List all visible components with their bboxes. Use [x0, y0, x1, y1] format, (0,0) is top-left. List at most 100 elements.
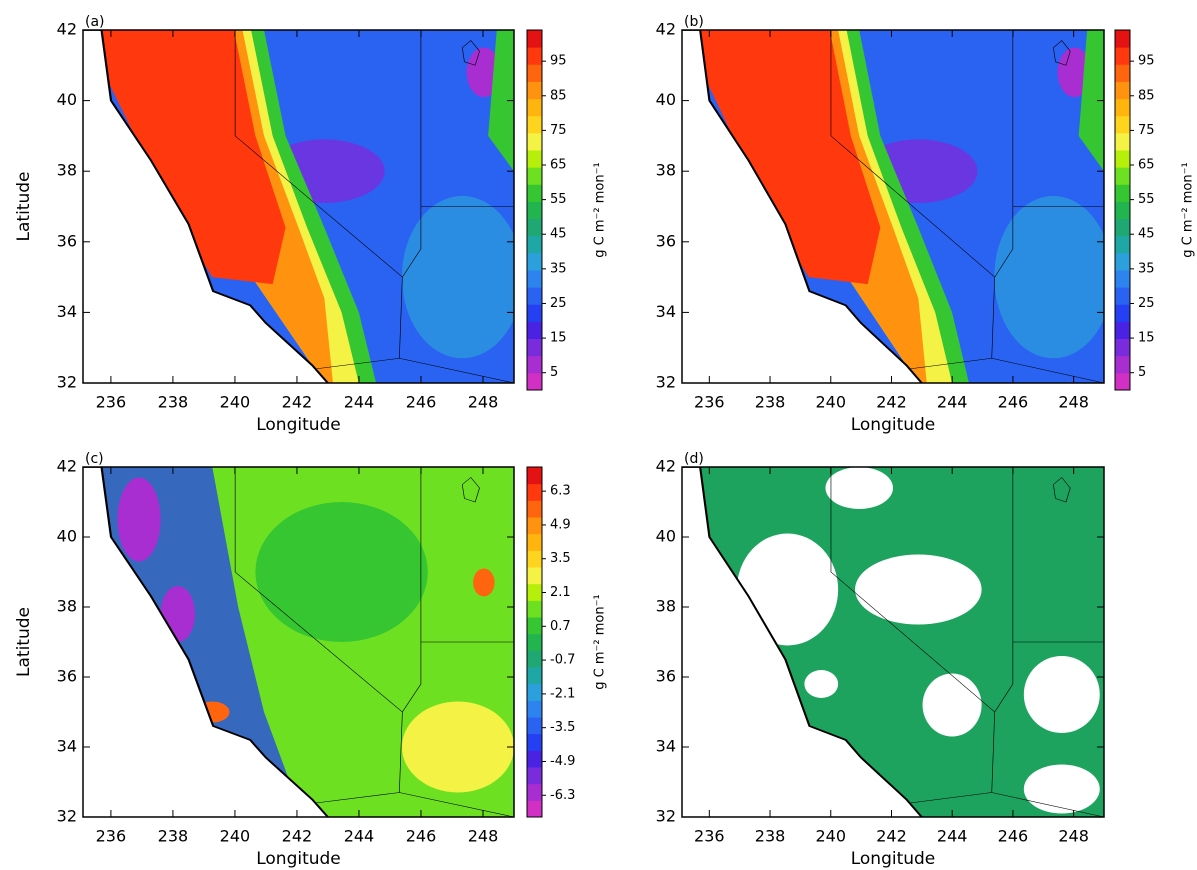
colorbar-band — [527, 150, 542, 168]
colorbar-band — [527, 98, 542, 117]
x-tick-label: 246 — [406, 827, 437, 846]
colorbar-tick-label: 15 — [1138, 331, 1155, 346]
colorbar-band — [1115, 201, 1130, 220]
y-tick-label: 32 — [656, 807, 676, 826]
x-axis-label: Longitude — [256, 415, 341, 435]
colorbar-band — [527, 355, 542, 374]
colorbar-tick-label: -2.1 — [550, 686, 575, 701]
y-tick-label: 34 — [656, 302, 676, 321]
colorbar-tick-label: 15 — [550, 331, 567, 346]
colorbar-band — [1115, 218, 1130, 237]
colorbar-band — [527, 683, 542, 701]
colorbar-title: g C m⁻² mon⁻¹ — [593, 594, 608, 689]
colorbar-band — [1115, 132, 1130, 151]
colorbar-tick-label: 0.7 — [550, 619, 571, 634]
x-tick-label: 240 — [220, 393, 251, 412]
colorbar-tick-label: 3.5 — [550, 551, 571, 566]
x-tick-label: 236 — [694, 393, 725, 412]
colorbar-band — [527, 750, 542, 768]
colorbar-band — [527, 550, 542, 568]
plot-frame — [82, 29, 515, 384]
x-tick-label: 248 — [1058, 827, 1089, 846]
x-tick-label: 240 — [815, 393, 846, 412]
colorbar-title: g C m⁻² mon⁻¹ — [593, 162, 608, 257]
colorbar-band — [527, 270, 542, 288]
y-tick-label: 34 — [656, 737, 676, 756]
x-tick-label: 242 — [282, 827, 313, 846]
y-tick-label: 42 — [656, 457, 676, 476]
colorbar-band — [1115, 30, 1130, 48]
colorbar-tick-label: 85 — [1138, 88, 1155, 103]
colorbar-band — [527, 650, 542, 668]
x-tick-label: 246 — [998, 827, 1029, 846]
x-tick-label: 244 — [344, 827, 375, 846]
x-tick-label: 242 — [876, 827, 907, 846]
colorbar-tick-label: 4.9 — [550, 517, 571, 532]
x-tick-label: 240 — [220, 827, 251, 846]
colorbar-tick-label: 55 — [1138, 192, 1155, 207]
y-tick-label: 36 — [656, 667, 676, 686]
colorbar-band — [527, 321, 542, 340]
colorbar-band — [527, 700, 542, 718]
colorbar-tick-label: 55 — [550, 192, 567, 207]
x-tick-label: 244 — [344, 393, 375, 412]
colorbar-tick-label: 85 — [550, 88, 567, 103]
colorbar-band — [1115, 321, 1130, 340]
colorbar-tick-label: 5 — [1138, 365, 1146, 380]
y-axis-label: Latitude — [14, 607, 34, 677]
colorbar-band — [527, 115, 542, 134]
colorbar-band — [527, 500, 542, 518]
x-tick-label: 248 — [468, 827, 499, 846]
x-tick-label: 236 — [96, 827, 127, 846]
y-tick-label: 40 — [57, 527, 77, 546]
colorbar-tick-label: 75 — [550, 123, 567, 138]
colorbar-band — [527, 132, 542, 151]
colorbar-band — [1115, 184, 1130, 202]
x-tick-label: 246 — [998, 393, 1029, 412]
colorbar-tick-label: -0.7 — [550, 653, 575, 668]
colorbar-tick-label: 2.1 — [550, 585, 571, 600]
colorbar-tick-label: 45 — [1138, 227, 1155, 242]
y-tick-label: 32 — [656, 373, 676, 392]
colorbar-band — [527, 717, 542, 735]
colorbar-tick-label: 6.3 — [550, 484, 571, 499]
x-tick-label: 248 — [1058, 393, 1089, 412]
colorbar-band — [527, 483, 542, 501]
y-tick-label: 42 — [656, 20, 676, 39]
x-tick-label: 244 — [937, 393, 968, 412]
y-tick-label: 38 — [57, 597, 77, 616]
colorbar-band — [1115, 115, 1130, 134]
colorbar-band — [527, 767, 542, 785]
y-tick-label: 40 — [656, 90, 676, 109]
x-tick-label: 242 — [876, 393, 907, 412]
colorbar-tick-label: 25 — [550, 296, 567, 311]
colorbar-band — [527, 633, 542, 651]
y-tick-label: 32 — [57, 373, 77, 392]
panel-label: (a) — [85, 14, 105, 30]
colorbar-band — [527, 600, 542, 618]
colorbar-band — [1115, 64, 1130, 82]
colorbar-tick-label: 35 — [1138, 261, 1155, 276]
y-tick-label: 38 — [656, 597, 676, 616]
x-tick-label: 242 — [282, 393, 313, 412]
colorbar-band — [527, 533, 542, 551]
colorbar-band — [527, 167, 542, 185]
colorbar-band — [527, 304, 542, 322]
x-tick-label: 236 — [96, 393, 127, 412]
colorbar-tick-label: -6.3 — [550, 788, 575, 803]
colorbar-frame — [526, 29, 543, 391]
colorbar-tick-label: 75 — [1138, 123, 1155, 138]
colorbar-frame — [1114, 29, 1131, 391]
colorbar-tick-label: 65 — [1138, 158, 1155, 173]
colorbar-band — [1115, 98, 1130, 117]
x-axis-label: Longitude — [256, 849, 341, 869]
colorbar-band — [1115, 372, 1130, 391]
colorbar-band — [1115, 355, 1130, 374]
colorbar-band — [527, 47, 542, 65]
colorbar-band — [1115, 304, 1130, 322]
colorbar-tick-label: 35 — [550, 261, 567, 276]
x-tick-label: 244 — [937, 827, 968, 846]
colorbar-band — [527, 517, 542, 535]
x-tick-label: 240 — [815, 827, 846, 846]
